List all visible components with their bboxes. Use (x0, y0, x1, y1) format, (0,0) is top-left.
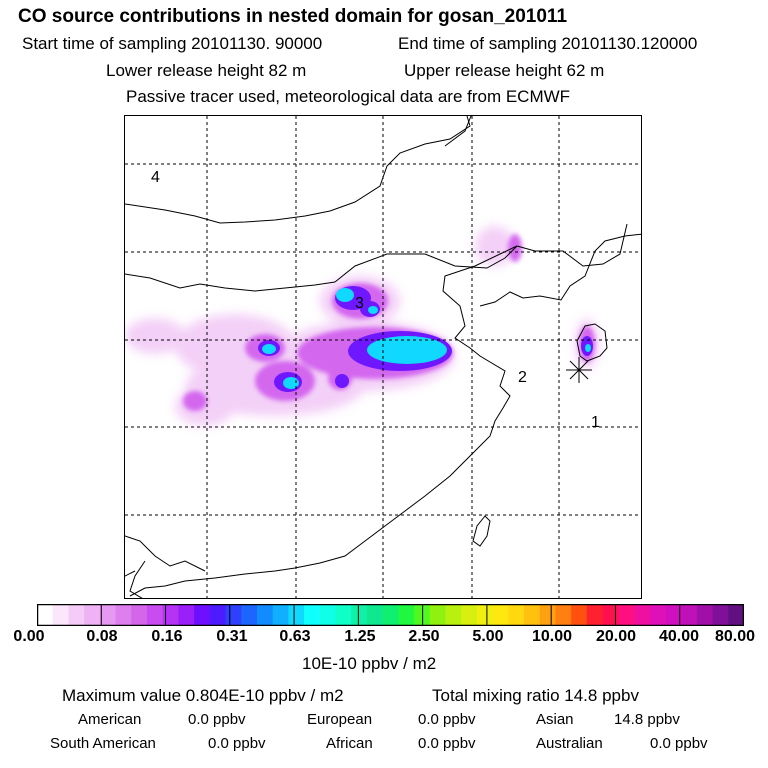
colorbar-cell (445, 604, 462, 626)
chart-title: CO source contributions in nested domain… (18, 6, 568, 27)
colorbar-cell (618, 604, 635, 626)
map-svg: 4 3 2 1 (125, 116, 641, 598)
map-panel: 4 3 2 1 (124, 115, 642, 599)
colorbar-cell (539, 604, 557, 626)
colorbar-cell (712, 604, 729, 626)
colorbar-cell (288, 604, 305, 626)
south-american-value: 0.0 ppbv (208, 735, 266, 752)
european-value: 0.0 ppbv (418, 711, 476, 728)
european-label: European (307, 711, 373, 728)
colorbar-tick: 20.00 (595, 628, 637, 645)
colorbar-cell (272, 604, 289, 626)
colorbar-cell (225, 604, 242, 626)
colorbar-cell (146, 604, 164, 626)
colorbar-cell (665, 604, 682, 626)
colorbar-cell (634, 604, 651, 626)
colorbar-cell (571, 604, 588, 626)
region-label-3: 3 (355, 295, 364, 312)
colorbar-cell (508, 604, 525, 626)
colorbar-cell (728, 604, 744, 626)
maximum-value-label: Maximum value 0.804E-10 ppbv / m2 (62, 686, 344, 705)
colorbar-cell (586, 604, 604, 626)
upper-height-label: Upper release height 62 m (404, 61, 605, 80)
colorbar-cell (649, 604, 667, 626)
region-label-1: 1 (591, 414, 600, 431)
colorbar-cell (84, 604, 101, 626)
colorbar-cell (382, 604, 399, 626)
total-mixing-ratio-label: Total mixing ratio 14.8 ppbv (432, 686, 639, 705)
colorbar-tick: 0.00 (13, 628, 45, 645)
asian-value: 14.8 ppbv (614, 711, 680, 728)
australian-value: 0.0 ppbv (650, 735, 708, 752)
plume-peak (262, 288, 591, 389)
colorbar-cell (162, 604, 179, 626)
colorbar-cell (115, 604, 132, 626)
colorbar-units: 10E-10 ppbv / m2 (302, 654, 437, 673)
colorbar-cell (304, 604, 321, 626)
colorbar-cell (178, 604, 195, 626)
colorbar-cell (366, 604, 384, 626)
american-label: American (78, 711, 142, 728)
colorbar (37, 604, 744, 626)
colorbar-tick: 1.25 (344, 628, 376, 645)
lower-height-label: Lower release height 82 m (106, 61, 307, 80)
colorbar-cell (555, 604, 572, 626)
colorbar-cell (335, 604, 352, 626)
end-time-label: End time of sampling 20101130.120000 (398, 34, 698, 53)
colorbar-cell (351, 604, 368, 626)
grid-lines (125, 116, 641, 598)
colorbar-cell (476, 604, 494, 626)
colorbar-cell (52, 604, 70, 626)
colorbar-cell (602, 604, 619, 626)
colorbar-tick: 0.16 (151, 628, 183, 645)
colorbar-cell (429, 604, 447, 626)
colorbar-cell (524, 604, 541, 626)
colorbar-tick: 0.08 (86, 628, 118, 645)
colorbar-tick: 2.50 (408, 628, 440, 645)
colorbar-cell (398, 604, 415, 626)
colorbar-cell (241, 604, 258, 626)
colorbar-tick: 0.63 (279, 628, 311, 645)
colorbar-tick: 0.31 (216, 628, 248, 645)
tracer-label: Passive tracer used, meteorological data… (126, 87, 571, 106)
colorbar-cell (461, 604, 478, 626)
region-label-4: 4 (151, 169, 160, 186)
colorbar-cell (209, 604, 227, 626)
asian-label: Asian (536, 711, 574, 728)
colorbar-cell (681, 604, 698, 626)
colorbar-cell (319, 604, 337, 626)
south-american-label: South American (50, 735, 156, 752)
african-label: African (326, 735, 373, 752)
colorbar-cell (131, 604, 148, 626)
colorbar-cell (256, 604, 274, 626)
colorbar-cell (492, 604, 509, 626)
colorbar-tick: 80.00 (714, 628, 756, 645)
colorbar-cell (696, 604, 714, 626)
start-time-label: Start time of sampling 20101130. 90000 (22, 34, 323, 53)
colorbar-cell (99, 604, 117, 626)
african-value: 0.0 ppbv (418, 735, 476, 752)
colorbar-cell (194, 604, 211, 626)
coastlines (125, 116, 641, 598)
colorbar-tick: 40.00 (658, 628, 700, 645)
australian-label: Australian (536, 735, 603, 752)
colorbar-cell (68, 604, 85, 626)
colorbar-tick: 5.00 (472, 628, 504, 645)
colorbar-tick: 10.00 (531, 628, 573, 645)
colorbar-cell (37, 604, 54, 626)
receptor-marker (566, 357, 592, 383)
american-value: 0.0 ppbv (188, 711, 246, 728)
region-label-2: 2 (518, 369, 527, 386)
